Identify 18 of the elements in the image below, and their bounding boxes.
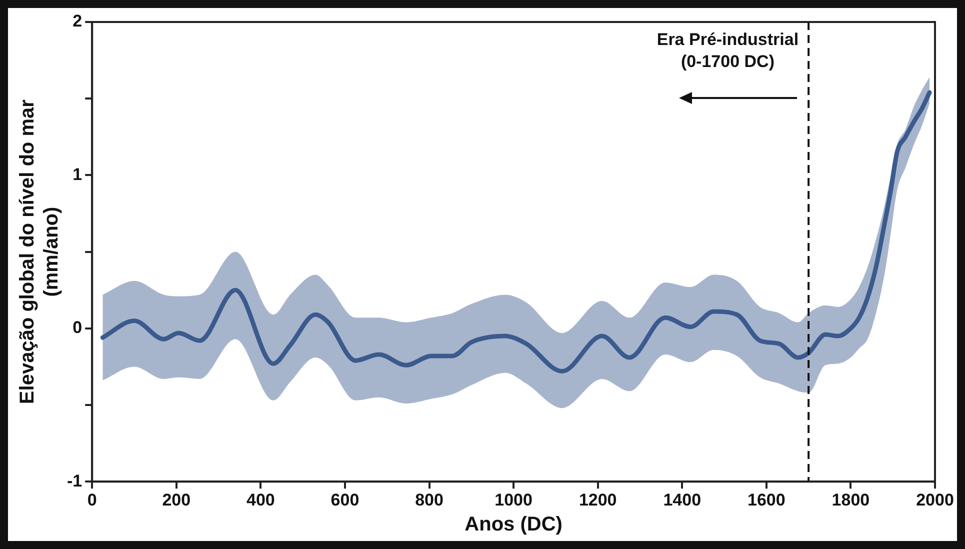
x-tick-label: 1600 [748, 490, 786, 510]
x-tick-label: 200 [162, 490, 191, 510]
x-tick-label: 800 [415, 490, 444, 510]
x-tick-label: 1200 [578, 490, 617, 510]
y-tick-label: 0 [72, 318, 82, 338]
x-axis-title: Anos (DC) [464, 514, 562, 536]
y-axis-title: Elevação global do nível do mar (mm/ano) [16, 99, 63, 404]
x-tick-label: 600 [330, 490, 360, 510]
x-tick-label: 0 [87, 490, 97, 510]
y-tick-label: 2 [72, 12, 82, 31]
x-tick-label: 1800 [832, 490, 870, 510]
x-tick-label: 400 [246, 490, 275, 510]
y-tick-label: 1 [72, 164, 82, 184]
x-tick-label: 2000 [916, 490, 954, 510]
ref-line-label: Era Pré-industrial (0-1700 DC) [656, 30, 799, 72]
x-tick-label: 1400 [663, 490, 702, 510]
y-tick-label: -1 [66, 471, 82, 490]
x-tick-label: 1000 [494, 490, 532, 510]
